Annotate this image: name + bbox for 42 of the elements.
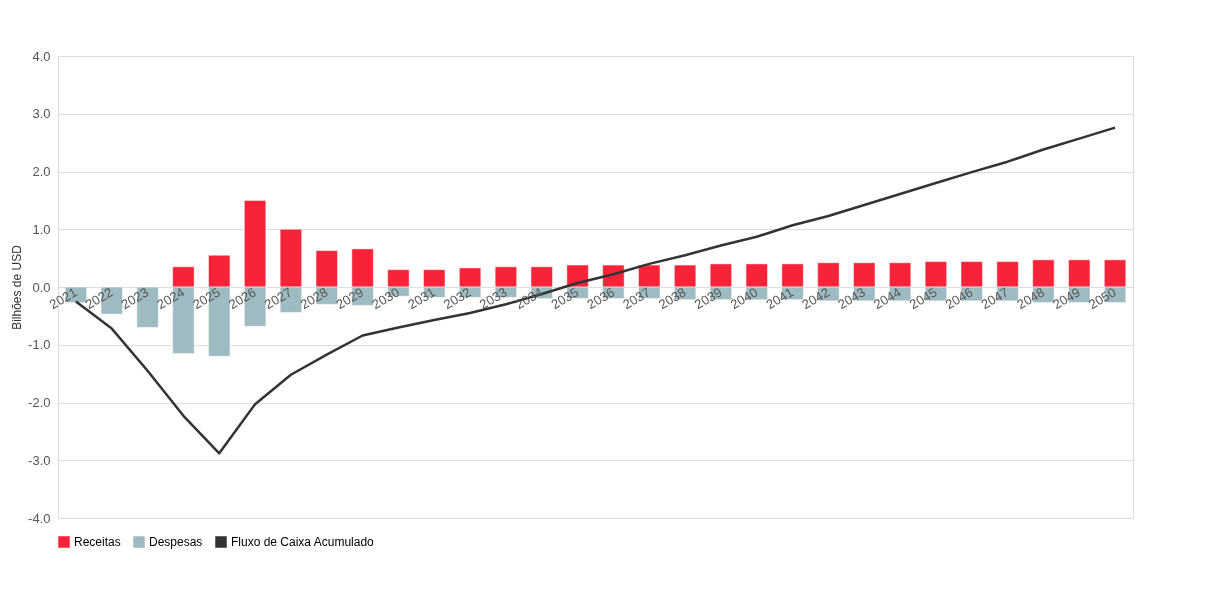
x-tick-label: 2039 [691,284,725,313]
x-tick-label: 2032 [441,284,474,313]
y-tick-label: -2.0 [28,395,51,410]
x-tick-label: 2050 [1086,284,1119,313]
y-tick-label: 4.0 [32,48,51,64]
x-tick-label: 2045 [906,284,940,313]
x-tick-label: 2041 [763,284,797,313]
y-tick-label: -4.0 [28,510,51,526]
y-axis-title: Bilhões de USD [10,244,25,330]
legend-label: Despesas [149,535,203,549]
y-tick-label: -1.0 [28,337,51,353]
x-tick-label: 2022 [82,284,116,313]
x-tick-label: 2047 [978,284,1012,313]
x-tick-label: 2025 [190,284,223,313]
x-tick-label: 2038 [656,284,689,313]
x-tick-label: 2044 [871,284,904,313]
x-tick-label: 2030 [369,284,402,313]
legend-label: Fluxo de Caixa Acumulado [231,535,375,549]
x-tick-label: 2049 [1050,284,1083,313]
x-tick-label: 2040 [727,284,761,313]
x-tick-label: 2028 [297,284,331,313]
x-tick-label: 2023 [118,284,152,313]
x-tick-label: 2029 [333,284,367,313]
x-tick-label: 2034 [512,284,546,313]
y-tick-label: 0.0 [32,279,51,295]
x-tick-label: 2024 [154,284,187,313]
x-tick-label: 2046 [942,284,976,313]
y-tick-label: 3.0 [32,106,51,122]
x-tick-label: 2033 [476,284,510,313]
x-tick-label: 2035 [548,284,582,313]
legend-label: Receitas [74,535,121,549]
x-tick-label: 2031 [405,284,438,313]
x-tick-label: 2043 [835,284,868,313]
x-tick-label: 2027 [261,284,295,313]
x-tick-label: 2037 [620,284,653,313]
x-tick-label: 2036 [584,284,617,313]
x-tick-label: 2042 [799,284,832,313]
y-tick-label: -3.0 [28,452,51,468]
x-tick-label: 2048 [1014,284,1047,313]
x-tick-label: 2026 [226,284,259,313]
y-tick-label: 1.0 [32,221,51,237]
y-tick-label: 2.0 [32,164,51,179]
